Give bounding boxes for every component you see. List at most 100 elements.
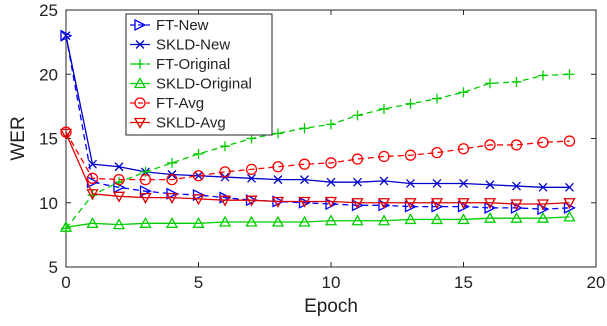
data-point-ft-original (326, 119, 336, 130)
data-point-ft-avg (325, 157, 337, 169)
data-point-ft-avg (457, 143, 470, 155)
data-point-skld-avg (457, 198, 470, 210)
data-point-skld-original (139, 216, 152, 228)
data-point-ft-avg (166, 173, 178, 186)
legend-marker-skld-original (133, 77, 147, 89)
data-point-skld-avg (86, 189, 99, 201)
data-point-skld-avg (563, 198, 576, 210)
data-point-ft-original (511, 76, 522, 87)
data-point-ft-avg (404, 149, 417, 161)
legend-label-ft-avg: FT-Avg (156, 95, 204, 112)
data-point-skld-original (298, 215, 311, 227)
series-line-skld-original (65, 216, 570, 228)
x-axis-label: Epoch (304, 296, 358, 317)
data-point-skld-original (112, 218, 126, 230)
data-point-ft-avg (298, 158, 311, 170)
data-point-skld-avg (483, 198, 497, 210)
data-point-skld-avg (377, 198, 391, 210)
data-point-skld-new (194, 171, 203, 181)
data-point-ft-new (431, 200, 444, 213)
data-point-skld-avg (218, 195, 232, 207)
legend-marker-ft-new (134, 18, 147, 32)
data-point-ft-original (538, 70, 548, 81)
data-point-ft-avg (431, 146, 443, 159)
x-tick-label: 15 (454, 273, 473, 292)
data-point-skld-original (324, 214, 338, 226)
x-tick-label: 20 (587, 273, 606, 292)
data-point-ft-original (564, 69, 575, 80)
legend-entry-skld-original: SKLD-Original (130, 76, 252, 93)
data-point-skld-original (430, 213, 444, 225)
data-point-skld-original (218, 215, 232, 227)
data-point-ft-original (114, 177, 124, 188)
legend-marker-ft-original (135, 59, 145, 69)
data-point-ft-avg (86, 172, 99, 184)
data-point-ft-new (563, 201, 576, 214)
data-point-skld-original (271, 215, 285, 227)
data-point-ft-new (457, 200, 470, 213)
legend-label-skld-original: SKLD-Original (156, 76, 252, 93)
data-point-ft-avg (192, 170, 205, 182)
data-point-skld-avg (59, 128, 73, 140)
series-skld-avg (59, 128, 576, 211)
data-point-ft-new (510, 201, 523, 214)
data-point-skld-new (538, 182, 548, 192)
y-axis-label: WER (8, 116, 29, 160)
data-point-skld-original (377, 214, 391, 226)
y-tick-label: 5 (49, 258, 58, 277)
legend: FT-New SKLD-New FT-Original SKLD-Original FT… (125, 13, 273, 136)
data-point-ft-original (458, 87, 469, 98)
x-tick-label: 5 (194, 273, 203, 292)
data-point-ft-original (299, 123, 310, 134)
data-point-ft-original (379, 103, 389, 114)
data-point-ft-original (220, 141, 230, 152)
series-skld-original (59, 210, 576, 232)
data-point-skld-avg (271, 196, 285, 208)
data-point-ft-original (352, 110, 363, 121)
data-point-skld-new (432, 179, 442, 188)
legend-entry-ft-new: FT-New (130, 17, 209, 34)
data-point-skld-avg (404, 198, 417, 210)
data-point-ft-new (484, 201, 497, 214)
data-point-skld-avg (536, 199, 550, 211)
series-ft-avg (60, 126, 576, 186)
data-point-ft-original (485, 78, 495, 89)
series-line-skld-avg (65, 133, 570, 205)
data-point-skld-original (351, 214, 364, 226)
data-point-skld-original (404, 213, 417, 225)
series-line-ft-original (65, 73, 570, 229)
data-point-skld-new (300, 175, 309, 185)
data-point-skld-original (86, 216, 99, 228)
legend-label-ft-new: FT-New (156, 17, 209, 34)
legend-marker-skld-new (135, 40, 145, 49)
data-point-ft-avg (139, 173, 152, 186)
data-point-skld-new (379, 176, 389, 186)
legend-entry-skld-avg: SKLD-Avg (130, 115, 226, 132)
data-point-skld-original (563, 210, 576, 222)
data-point-skld-avg (510, 199, 523, 211)
tick-marks (65, 9, 597, 268)
data-point-ft-avg (245, 163, 258, 175)
data-point-ft-avg (351, 153, 364, 165)
data-point-skld-avg (165, 192, 179, 204)
data-point-skld-new (61, 31, 71, 41)
data-point-ft-original (193, 148, 204, 159)
data-point-ft-new (537, 203, 550, 216)
x-tick-label: 10 (322, 273, 341, 292)
data-point-skld-new (326, 177, 336, 187)
data-point-ft-original (273, 128, 283, 139)
data-point-ft-avg (484, 139, 496, 151)
data-point-skld-new (459, 179, 468, 188)
y-tick-label: 25 (39, 1, 58, 20)
y-tick-label: 20 (39, 65, 58, 84)
data-point-skld-new (273, 175, 283, 185)
data-point-skld-avg (192, 194, 205, 206)
series-layer (59, 29, 576, 234)
data-point-ft-avg (113, 173, 125, 186)
data-point-skld-new (114, 162, 124, 172)
data-point-ft-avg (563, 135, 576, 147)
legend-marker-ft-avg (134, 97, 146, 109)
data-point-skld-original (59, 220, 73, 232)
data-point-skld-new (247, 173, 256, 183)
